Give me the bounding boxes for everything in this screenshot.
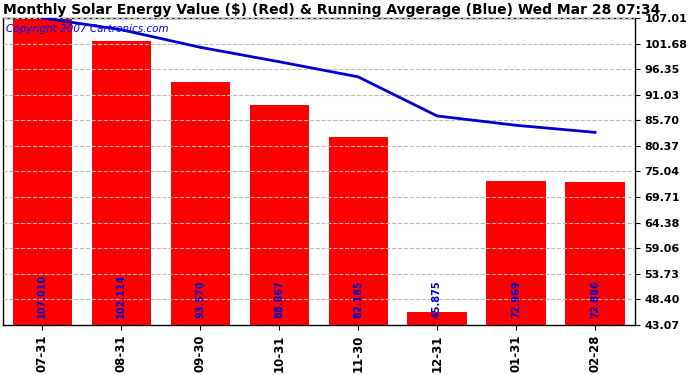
Bar <box>408 312 466 325</box>
Bar <box>12 18 72 325</box>
Bar <box>92 42 151 325</box>
Text: 45.875: 45.875 <box>432 280 442 318</box>
Text: Monthly Solar Energy Value ($) (Red) & Running Avgerage (Blue) Wed Mar 28 07:34: Monthly Solar Energy Value ($) (Red) & R… <box>3 3 660 17</box>
Bar <box>565 182 624 325</box>
Bar <box>328 137 388 325</box>
Bar <box>170 82 230 325</box>
Text: 88.867: 88.867 <box>274 280 284 318</box>
Text: 72.969: 72.969 <box>511 280 521 318</box>
Text: Copyright 2007 Cartronics.com: Copyright 2007 Cartronics.com <box>6 24 168 34</box>
Text: 72.886: 72.886 <box>590 280 600 318</box>
Bar <box>250 105 308 325</box>
Text: 93.570: 93.570 <box>195 280 205 318</box>
Text: 102.114: 102.114 <box>116 273 126 318</box>
Text: 82.185: 82.185 <box>353 280 363 318</box>
Bar <box>486 182 546 325</box>
Text: 107.010: 107.010 <box>37 273 47 318</box>
